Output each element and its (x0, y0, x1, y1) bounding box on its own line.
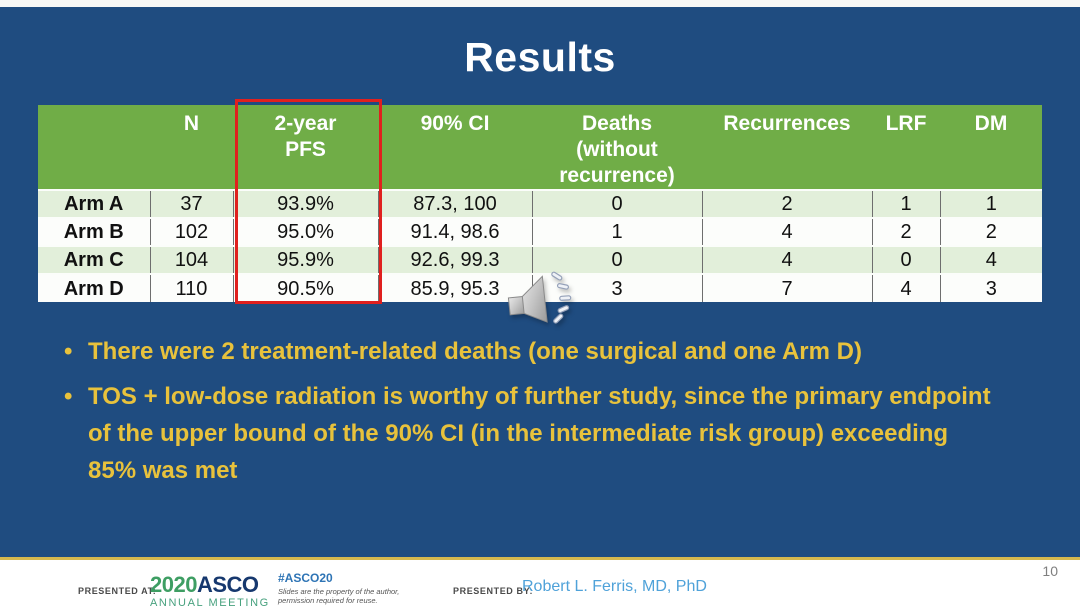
cell: 3 (939, 273, 1042, 302)
asco-logo: 2020ASCO ANNUAL MEETING (150, 574, 270, 608)
bullet-item: TOS + low-dose radiation is worthy of fu… (62, 378, 996, 489)
page-title: Results (464, 34, 616, 80)
col-header-dm: DM (940, 105, 1042, 190)
results-table: N 2-year PFS 90% CI Deaths (without recu… (38, 105, 1042, 302)
cell: 1 (531, 217, 702, 246)
cell: 2 (939, 217, 1042, 246)
cell: 85.9, 95.3 (377, 273, 532, 302)
presented-by-label: PRESENTED BY: (453, 586, 534, 596)
cell: 95.9% (232, 245, 378, 274)
cell: 92.6, 99.3 (377, 245, 532, 274)
table-row-arm-b: Arm B 102 95.0% 91.4, 98.6 1 4 2 2 (38, 217, 1042, 246)
col-header-n: N (150, 105, 233, 190)
cell: 102 (149, 217, 233, 246)
cell: 4 (701, 245, 872, 274)
logo-year: 2020 (150, 572, 197, 597)
table-row-arm-c: Arm C 104 95.9% 92.6, 99.3 0 4 0 4 (38, 245, 1042, 274)
col-header-pfs: 2-year PFS (233, 105, 378, 190)
audio-speaker-icon[interactable] (497, 269, 583, 335)
cell: 90.5% (232, 273, 378, 302)
col-header-deaths: Deaths (without recurrence) (532, 105, 702, 190)
cell: 0 (871, 245, 940, 274)
logo-name: ASCO (196, 572, 259, 597)
cell: 0 (531, 189, 702, 218)
cell: 2 (871, 217, 940, 246)
bullet-list: There were 2 treatment-related deaths (o… (62, 333, 996, 497)
col-header-lrf: LRF (872, 105, 940, 190)
cell: 1 (939, 189, 1042, 218)
cell: 91.4, 98.6 (377, 217, 532, 246)
arm-label: Arm A (38, 189, 150, 218)
hashtag: #ASCO20 (278, 571, 333, 585)
disclaimer-text: Slides are the property of the author, p… (278, 587, 400, 605)
cell: 104 (149, 245, 233, 274)
arm-label: Arm C (38, 245, 150, 274)
footer: PRESENTED AT: 2020ASCO ANNUAL MEETING #A… (0, 557, 1080, 608)
bullet-item: There were 2 treatment-related deaths (o… (62, 333, 996, 370)
arm-label: Arm D (38, 273, 150, 302)
cell: 7 (701, 273, 872, 302)
cell: 37 (149, 189, 233, 218)
logo-subtitle: ANNUAL MEETING (150, 597, 270, 608)
table-row-arm-d: Arm D 110 90.5% 85.9, 95.3 3 7 4 3 (38, 273, 1042, 302)
col-header-blank (38, 105, 150, 190)
cell: 95.0% (232, 217, 378, 246)
table-header-row: N 2-year PFS 90% CI Deaths (without recu… (38, 105, 1042, 190)
cell: 110 (149, 273, 233, 302)
top-strip (0, 0, 1080, 7)
cell: 4 (871, 273, 940, 302)
col-header-recurrences: Recurrences (702, 105, 872, 190)
cell: 4 (939, 245, 1042, 274)
presenter-name: Robert L. Ferris, MD, PhD (522, 578, 707, 595)
presented-at-label: PRESENTED AT: (78, 586, 157, 596)
cell: 2 (701, 189, 872, 218)
cell: 1 (871, 189, 940, 218)
cell: 87.3, 100 (377, 189, 532, 218)
cell: 4 (701, 217, 872, 246)
cell: 0 (531, 245, 702, 274)
table-row-arm-a: Arm A 37 93.9% 87.3, 100 0 2 1 1 (38, 189, 1042, 218)
cell: 93.9% (232, 189, 378, 218)
arm-label: Arm B (38, 217, 150, 246)
page-number: 10 (1042, 563, 1058, 579)
col-header-ci: 90% CI (378, 105, 532, 190)
